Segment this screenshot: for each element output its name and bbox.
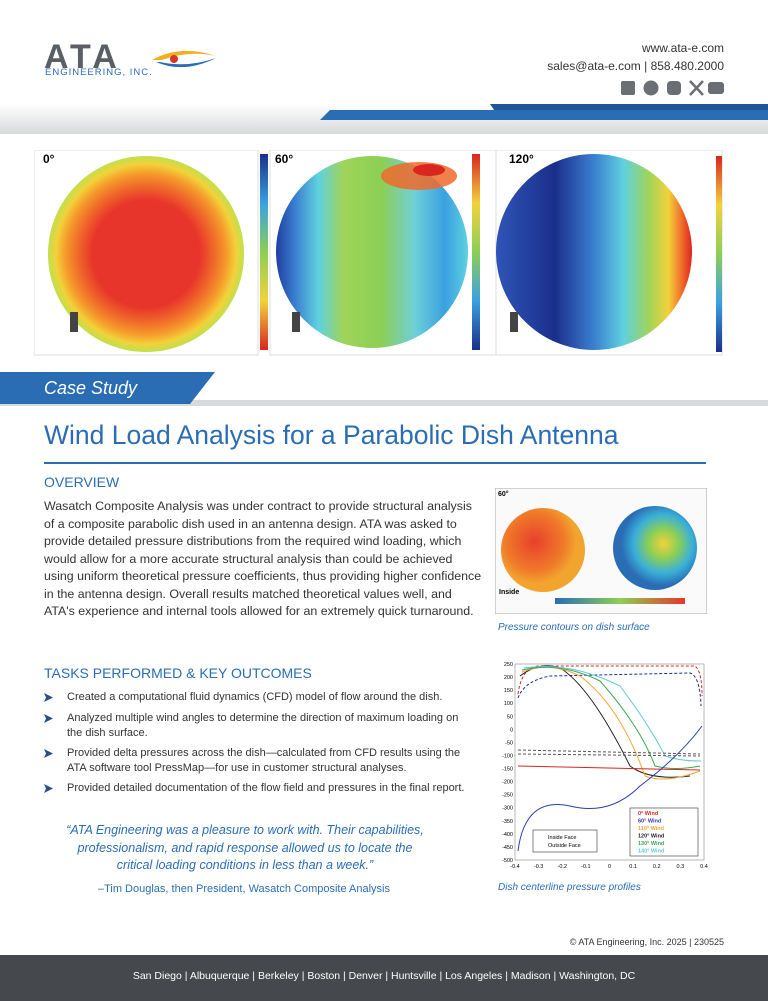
overview-heading: OVERVIEW — [44, 474, 120, 490]
hero-label: 120° — [506, 152, 537, 166]
y-tick-label: 200 — [504, 675, 513, 681]
hero-label: 0° — [40, 152, 58, 166]
banner-text: Case Study — [44, 378, 138, 398]
website[interactable]: www.ata-e.com — [641, 41, 724, 55]
x-tick-label: 0.2 — [653, 864, 661, 870]
y-tick-label: -50 — [505, 740, 513, 746]
legend-entry: 140° Wind — [638, 849, 664, 855]
task-item: Provided delta pressures across the dish… — [44, 746, 474, 775]
legend-entry: 0° Wind — [638, 811, 658, 817]
y-tick-label: -300 — [502, 806, 513, 812]
y-tick-label: 100 — [504, 701, 513, 707]
figure1-label: 60° — [498, 491, 509, 498]
logo: ATA — [44, 38, 121, 76]
legend-entry: 130° Wind — [638, 841, 664, 847]
footer-bar — [0, 955, 768, 1001]
y-tick-label: -400 — [502, 832, 513, 838]
x-tick-label: 0.1 — [629, 864, 637, 870]
task-text: Provided delta pressures across the dish… — [67, 747, 461, 774]
y-tick-label: -200 — [502, 780, 513, 786]
logo-sub: ENGINEERING, INC. — [45, 67, 153, 78]
quote: “ATA Engineering was a pleasure to work … — [66, 823, 424, 872]
task-text: Provided detailed documentation of the f… — [67, 782, 465, 794]
title-rule — [44, 462, 706, 464]
y-tick-label: 250 — [504, 662, 513, 668]
y-tick-label: -100 — [502, 753, 513, 759]
face-legend-entry: Outside Face — [548, 843, 581, 849]
title: Wind Load Analysis for a Parabolic Dish … — [44, 420, 619, 450]
bullet — [44, 693, 53, 702]
figure1 — [495, 488, 707, 614]
figure2: 250 200 150 100 50 0 -50 -100 -150 -200 -250 -300 -3… — [502, 662, 708, 870]
task-item: Created a computational fluid dynamics (… — [44, 690, 474, 705]
x-tick-label: 0.3 — [677, 864, 685, 870]
hero-label: 60° — [272, 152, 297, 166]
y-tick-label: 50 — [507, 714, 513, 720]
banner-bg — [0, 372, 768, 406]
logo-swoosh — [152, 50, 216, 68]
contact: sales@ata-e.com | 858.480.2000 — [547, 59, 724, 73]
legend-entry: 60° Wind — [638, 819, 661, 825]
x-tick-label: -0.4 — [510, 864, 519, 870]
x-tick-label: -0.2 — [558, 864, 567, 870]
x-tick-label: -0.3 — [534, 864, 543, 870]
y-tick-label: -150 — [502, 767, 513, 773]
y-tick-label: -450 — [502, 845, 513, 851]
x-tick-label: 0 — [608, 864, 611, 870]
overview-text: Wasatch Composite Analysis was under con… — [44, 499, 482, 618]
figure1-inside: Inside — [499, 589, 520, 596]
y-tick-label: 0 — [510, 727, 513, 733]
task-item: Provided detailed documentation of the f… — [44, 781, 474, 796]
figure1-caption: Pressure contours on dish surface — [498, 622, 650, 633]
figure2-caption: Dish centerline pressure profiles — [498, 882, 641, 893]
task-item: Analyzed multiple wind angles to determi… — [44, 711, 474, 740]
x-tick-label: 0.4 — [700, 864, 708, 870]
y-tick-label: -350 — [502, 819, 513, 825]
y-tick-label: 150 — [504, 688, 513, 694]
attribution: –Tim Douglas, then President, Wasatch Co… — [97, 883, 391, 895]
y-tick-label: -250 — [502, 793, 513, 799]
legend-entry: 120° Wind — [638, 834, 664, 840]
task-text: Created a computational fluid dynamics (… — [67, 691, 443, 703]
footer-cities: San Diego | Albuquerque | Berkeley | Bos… — [132, 970, 636, 982]
legend-entry: 110° Wind — [638, 826, 664, 832]
bullet — [44, 714, 53, 723]
tasks-heading: TASKS PERFORMED & KEY OUTCOMES — [44, 665, 312, 681]
face-legend-entry: Inside Face — [548, 835, 576, 841]
bullet — [44, 784, 53, 793]
bullet — [44, 749, 53, 758]
x-tick-label: -0.1 — [581, 864, 590, 870]
task-text: Analyzed multiple wind angles to determi… — [67, 712, 459, 739]
social-icons[interactable] — [620, 79, 725, 97]
hero-contours — [34, 150, 723, 356]
copyright: © ATA Engineering, Inc. 2025 | 230525 — [569, 937, 724, 947]
y-tick-label: -500 — [502, 858, 513, 864]
header-stripes — [0, 104, 768, 134]
